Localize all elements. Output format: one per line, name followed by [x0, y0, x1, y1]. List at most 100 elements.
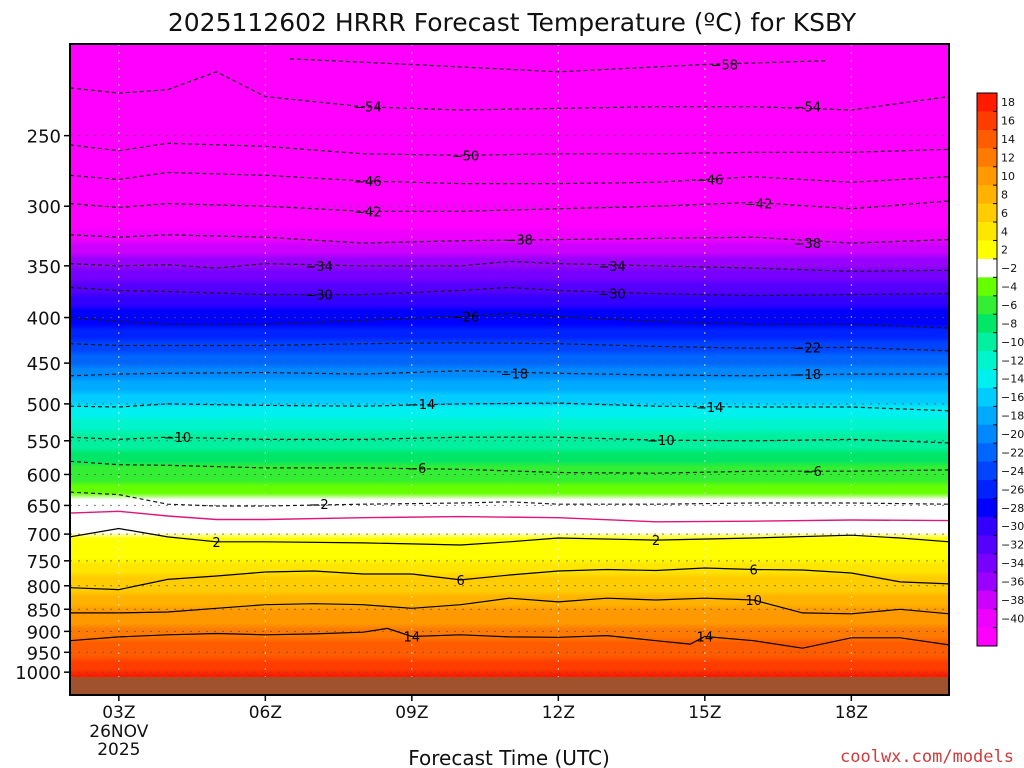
- colorbar-label: 4: [1001, 225, 1008, 238]
- colorbar-swatch: [977, 332, 997, 352]
- contour-line: [70, 71, 949, 111]
- colorbar-label: 6: [1001, 207, 1008, 220]
- y-tick-label: 250: [27, 127, 61, 148]
- contour-line: [70, 627, 949, 649]
- y-tick-label: 750: [27, 552, 61, 573]
- colorbar-label: −16: [1001, 391, 1024, 404]
- colorbar-swatch: [977, 111, 997, 131]
- contour-label: −34: [598, 260, 625, 275]
- colorbar-swatch: [977, 203, 997, 223]
- colorbar-swatch: [977, 166, 997, 186]
- x-tick-label: 15Z: [688, 703, 721, 723]
- contour-label: −14: [696, 401, 723, 416]
- x-axis-label: Forecast Time (UTC): [408, 746, 610, 768]
- colorbar-swatch: [977, 148, 997, 168]
- contour-line: [289, 58, 827, 73]
- x-tick-year: 2025: [97, 740, 140, 760]
- contour-label: −30: [598, 288, 625, 303]
- colorbar-label: 18: [1001, 96, 1015, 109]
- y-tick-label: 350: [27, 257, 61, 278]
- contour-line: [70, 142, 949, 156]
- temperature-field: [70, 44, 949, 695]
- contour-label: −58: [711, 58, 738, 73]
- y-tick-label: 650: [27, 496, 61, 517]
- colorbar-label: 2: [1001, 244, 1008, 257]
- colorbar-swatch: [977, 314, 997, 334]
- y-tick-label: 1000: [15, 663, 61, 684]
- colorbar-swatch: [977, 498, 997, 518]
- contour-label: −54: [354, 101, 381, 116]
- colorbar-label: 12: [1001, 152, 1015, 165]
- y-tick-label: 300: [27, 197, 61, 218]
- colorbar-label: −20: [1001, 428, 1024, 441]
- contour-label: 6: [750, 563, 758, 578]
- colorbar-swatch: [977, 222, 997, 241]
- colorbar-swatch: [977, 627, 997, 647]
- colorbar-swatch: [977, 516, 997, 536]
- colorbar-label: 10: [1001, 170, 1015, 183]
- contour-label: 6: [457, 574, 465, 589]
- contour-line: [70, 460, 949, 474]
- contour-label: −10: [647, 434, 674, 449]
- contour-line: [70, 510, 949, 523]
- contour-line: [70, 286, 949, 297]
- contour-label: 14: [697, 630, 714, 645]
- colorbar-label: −30: [1001, 520, 1024, 533]
- contour-label: −18: [501, 367, 528, 382]
- y-axis-ticks: 2503003504004505005506006507007508008509…: [15, 127, 70, 684]
- contour-label: −34: [305, 260, 332, 275]
- chart-title: 2025112602 HRRR Forecast Temperature (ºC…: [168, 8, 857, 37]
- colorbar-swatch: [977, 277, 997, 297]
- colorbar-label: 16: [1001, 115, 1015, 128]
- contour-label: −6: [407, 462, 426, 477]
- colorbar: 18 16 14 12 10 8 6 4 2 −2 −4 −6 −8 −10 −12 −14 −16 −18 −20…: [976, 92, 1024, 647]
- contour-line: [70, 200, 949, 212]
- contour-line: [70, 171, 949, 185]
- colorbar-swatch: [977, 443, 997, 463]
- contour-label: 14: [404, 630, 421, 645]
- colorbar-swatch: [977, 572, 997, 592]
- colorbar-label: −28: [1001, 502, 1024, 515]
- colorbar-label: −36: [1001, 575, 1024, 588]
- contour-line: [70, 567, 949, 591]
- colorbar-label: −24: [1001, 465, 1024, 478]
- contour-label: −2: [309, 498, 328, 513]
- x-tick-label: 06Z: [249, 703, 282, 723]
- colorbar-label: −10: [1001, 336, 1024, 349]
- contour-label: −22: [794, 341, 821, 356]
- credit-text: coolwx.com/models: [840, 747, 1014, 767]
- y-tick-label: 800: [27, 577, 61, 598]
- contour-label: −46: [354, 175, 381, 190]
- colorbar-label: −12: [1001, 354, 1024, 367]
- colorbar-label: −14: [1001, 373, 1024, 386]
- colorbar-swatch: [977, 129, 997, 149]
- colorbar-label: 8: [1001, 188, 1008, 201]
- plot-frame: [69, 43, 950, 696]
- y-tick-label: 450: [27, 354, 61, 375]
- colorbar-swatch: [977, 590, 997, 610]
- x-tick-label: 03Z: [102, 703, 135, 723]
- y-tick-label: 900: [27, 622, 61, 643]
- y-tick-label: 950: [27, 643, 61, 664]
- colorbar-swatch: [977, 424, 997, 444]
- contour-line: [70, 436, 949, 444]
- contour-label: 2: [652, 534, 660, 549]
- colorbar-label: −38: [1001, 594, 1024, 607]
- x-tick-label: 12Z: [542, 703, 575, 723]
- colorbar-swatch: [977, 351, 997, 370]
- colorbar-swatch: [977, 535, 997, 555]
- colorbar-label: −6: [1001, 299, 1017, 312]
- colorbar-swatch: [977, 369, 997, 389]
- x-tick-label: 09Z: [395, 703, 428, 723]
- y-tick-label: 400: [27, 309, 61, 330]
- colorbar-label: 14: [1001, 133, 1015, 146]
- contour-label: −38: [506, 234, 533, 249]
- contour-line: [70, 597, 949, 615]
- contour-label: −26: [452, 311, 479, 326]
- colorbar-swatch: [977, 406, 997, 426]
- y-tick-label: 700: [27, 525, 61, 546]
- colorbar-label: −18: [1001, 410, 1024, 423]
- colorbar-label: −34: [1001, 557, 1024, 570]
- colorbar-swatch: [977, 185, 997, 205]
